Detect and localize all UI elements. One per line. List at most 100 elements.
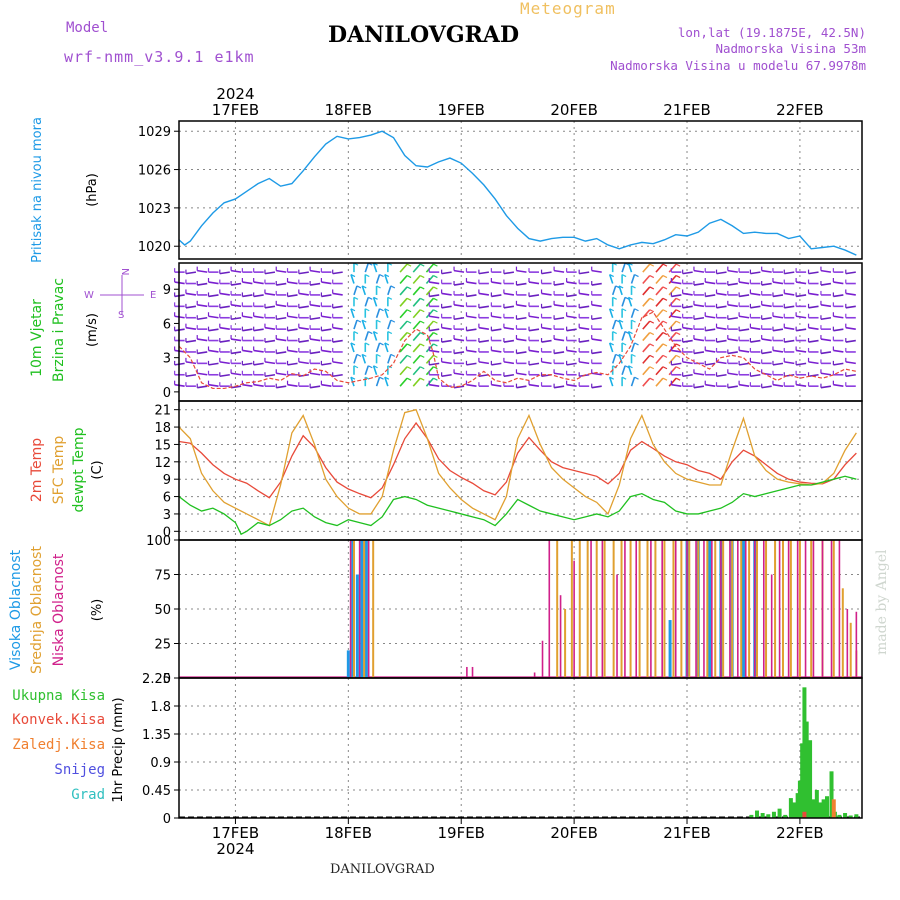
wind-barb — [738, 294, 750, 298]
wind-barb — [727, 338, 738, 342]
wind-barb — [808, 339, 819, 343]
wind-barb — [197, 338, 208, 342]
wind-barb — [230, 385, 242, 389]
wind-barb — [425, 297, 435, 307]
wind-barb-flag — [406, 309, 412, 313]
wind-barb — [399, 320, 408, 330]
wind-barb — [309, 316, 321, 321]
low-cloud-bar — [855, 611, 858, 678]
wind-barb — [491, 281, 502, 285]
total-precip-bar — [825, 796, 830, 818]
wind-barb — [772, 349, 784, 353]
low-cloud-bar — [703, 540, 705, 678]
wind-barb — [425, 377, 435, 387]
wind-barb — [716, 373, 727, 378]
wind-barb — [693, 351, 705, 355]
total-precip-bar — [771, 811, 776, 818]
wind-barb — [833, 281, 844, 285]
mid-cloud-bar — [578, 540, 581, 678]
wind-barb — [276, 282, 287, 286]
low-cloud-bar — [661, 540, 663, 678]
wind-barb — [399, 263, 408, 273]
wind-barb — [503, 361, 515, 365]
wind-barb — [399, 297, 408, 307]
wind-barb — [591, 316, 602, 321]
wind-barb-flag — [419, 354, 425, 358]
wind-barb — [553, 351, 565, 355]
wind-barb — [553, 269, 565, 273]
wind-barb — [453, 372, 465, 376]
wind-barb — [671, 349, 682, 353]
low-cloud-bar — [466, 666, 468, 678]
y-tick-label: 9 — [163, 473, 171, 488]
wind-barb — [197, 351, 208, 355]
total-precip-bar — [818, 802, 823, 818]
wind-barb — [655, 377, 664, 387]
wind-barb — [566, 349, 577, 353]
wind-barb — [412, 343, 421, 353]
wind-barb — [399, 377, 408, 387]
wind-barb — [693, 304, 705, 308]
wind-barb — [219, 305, 230, 309]
low-cloud-bar — [635, 540, 638, 678]
wind-barb — [668, 377, 677, 387]
wind-barb-flag — [649, 297, 655, 301]
wind-barb — [478, 305, 490, 309]
wind-barb — [784, 361, 795, 365]
mid-cloud-bar — [612, 540, 615, 678]
wind-barb — [682, 339, 693, 343]
wind-barb — [264, 305, 276, 309]
wind-barb-flag — [433, 377, 438, 381]
wind-barb — [375, 342, 381, 353]
wind-barb — [429, 362, 440, 366]
wind-barb-flag — [390, 319, 396, 323]
y-tick-label: 0.9 — [150, 756, 171, 771]
wind-barb — [387, 354, 392, 364]
wind-barb — [591, 372, 602, 376]
wind-barb — [655, 297, 664, 307]
wind-barb — [528, 294, 540, 298]
wind-barb — [412, 263, 421, 273]
total-precip-bar — [766, 814, 771, 818]
wind-barb-flag — [379, 308, 384, 312]
wind-barb — [384, 342, 389, 353]
mid-cloud-bar — [638, 540, 641, 678]
freezing-precip-bar — [831, 799, 836, 818]
wind-barb — [750, 271, 761, 275]
wind-barb — [668, 286, 677, 296]
wind-barb — [682, 326, 693, 330]
wind-barb — [833, 362, 844, 366]
mid-cloud-bar — [672, 540, 675, 678]
wind-barb — [466, 349, 477, 353]
wind-barb — [566, 281, 577, 285]
mid-cloud-bar — [789, 540, 792, 678]
top-day-label: 22FEB — [776, 101, 823, 119]
wind-barb — [808, 373, 819, 378]
wind-barb-flag — [419, 309, 425, 313]
wind-barb — [491, 362, 502, 366]
wind-barb — [253, 281, 264, 285]
wind-barb — [655, 286, 664, 296]
wind-barb — [795, 281, 807, 285]
wind-barb — [820, 338, 832, 342]
wind-barb — [566, 294, 577, 298]
wind-barb — [503, 326, 515, 330]
wind-barb — [276, 316, 287, 321]
wind-barb — [761, 385, 772, 389]
wind-barb — [608, 308, 614, 318]
wind-barb — [185, 373, 197, 378]
y-tick-label: 12 — [154, 456, 171, 471]
wind-barb — [784, 326, 795, 330]
wind-barb-flag — [406, 286, 412, 290]
wind-barb-flag — [675, 354, 681, 358]
bottom-day-label: 21FEB — [663, 824, 710, 842]
wind-barb — [682, 271, 693, 275]
wind-barbs — [174, 262, 856, 389]
wind-barb — [503, 305, 515, 309]
wind-barb — [321, 294, 332, 298]
wind-barb — [655, 366, 664, 376]
wind-barb-flag — [649, 274, 655, 279]
y-tick-label: 0 — [163, 812, 171, 827]
y-tick-label: 25 — [154, 638, 171, 653]
temp-2m-axis-label: 2m Temp — [29, 438, 45, 502]
